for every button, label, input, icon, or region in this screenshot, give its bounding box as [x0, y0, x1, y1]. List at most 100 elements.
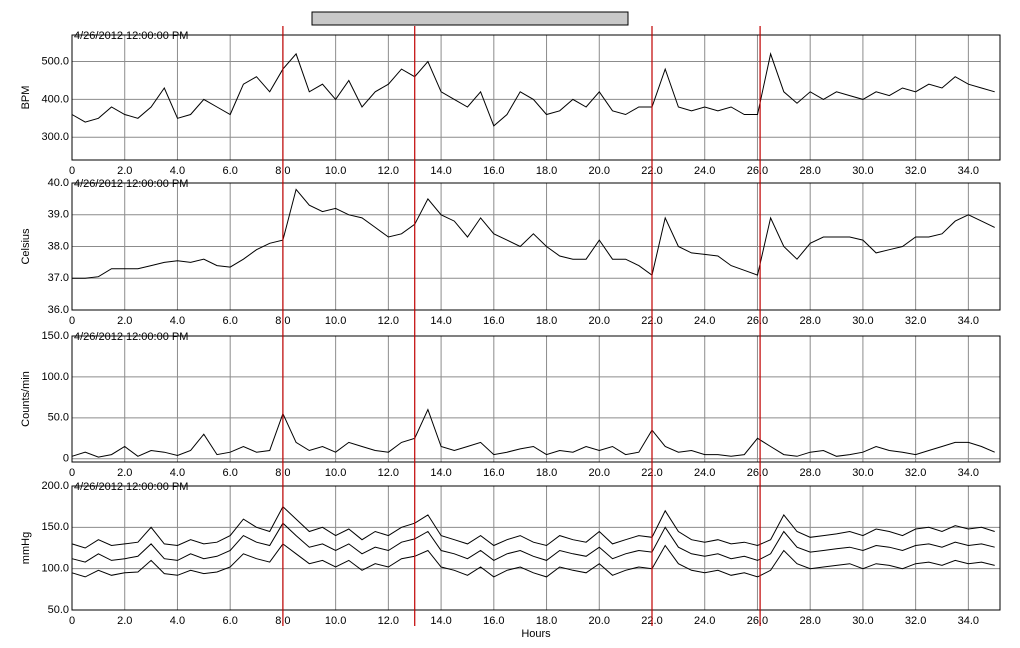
- x-tick-label: 0: [69, 467, 75, 479]
- x-tick-label: 4.0: [170, 467, 185, 479]
- x-tick-label: 34.0: [958, 315, 979, 327]
- annotation: 4/26/2012 12:00:00 PM: [74, 178, 188, 190]
- x-tick-label: 14.0: [430, 467, 451, 479]
- x-tick-label: 24.0: [694, 467, 715, 479]
- x-tick-label: 12.0: [378, 615, 399, 627]
- plot-area: [72, 336, 1000, 462]
- x-tick-label: 32.0: [905, 165, 926, 177]
- x-tick-label: 18.0: [536, 467, 557, 479]
- x-tick-label: 32.0: [905, 615, 926, 627]
- plot-frame: [71, 485, 1001, 611]
- x-tick-label: 12.0: [378, 165, 399, 177]
- x-tick-label: 18.0: [536, 615, 557, 627]
- x-tick-label: 32.0: [905, 467, 926, 479]
- x-tick-label: 16.0: [483, 315, 504, 327]
- x-tick-label: 34.0: [958, 615, 979, 627]
- x-axis-label: Hours: [521, 628, 551, 640]
- data-line: [71, 543, 995, 578]
- y-tick-label: 500.0: [41, 55, 69, 67]
- x-tick-label: 18.0: [536, 165, 557, 177]
- x-tick-label: 24.0: [694, 165, 715, 177]
- x-tick-label: 18.0: [536, 315, 557, 327]
- x-tick-label: 20.0: [589, 315, 610, 327]
- y-tick-label: 400.0: [41, 93, 69, 105]
- plot-area: [72, 35, 1000, 160]
- data-line: [72, 188, 995, 279]
- annotation: 4/26/2012 12:00:00 PM: [74, 30, 188, 42]
- data-line: [71, 505, 995, 549]
- y-tick-label: 50.0: [48, 412, 69, 424]
- x-tick-label: 28.0: [799, 467, 820, 479]
- plot-frame: [71, 335, 1001, 463]
- y-tick-label: 100.0: [41, 563, 69, 575]
- x-tick-label: 10.0: [325, 315, 346, 327]
- x-tick-label: 10.0: [325, 165, 346, 177]
- x-tick-label: 4.0: [170, 165, 185, 177]
- x-tick-label: 6.0: [223, 467, 238, 479]
- x-tick-label: 26.0: [747, 315, 768, 327]
- y-tick-label: 40.0: [48, 177, 69, 189]
- y-tick-label: 38.0: [48, 240, 69, 252]
- x-tick-label: 4.0: [170, 315, 185, 327]
- x-tick-label: 26.0: [747, 165, 768, 177]
- x-tick-label: 0: [69, 615, 75, 627]
- plot-frame: [71, 34, 1001, 161]
- x-tick-label: 14.0: [430, 315, 451, 327]
- x-tick-label: 34.0: [958, 467, 979, 479]
- y-axis-label: BPM: [20, 86, 32, 110]
- data-line: [71, 52, 995, 127]
- x-tick-label: 28.0: [799, 165, 820, 177]
- x-tick-label: 10.0: [325, 615, 346, 627]
- y-tick-label: 150.0: [41, 330, 69, 342]
- plot-area: [72, 486, 1000, 610]
- x-tick-label: 2.0: [117, 467, 132, 479]
- y-tick-label: 37.0: [48, 272, 69, 284]
- y-tick-label: 0: [63, 453, 69, 465]
- x-tick-label: 24.0: [694, 315, 715, 327]
- x-tick-label: 28.0: [799, 315, 820, 327]
- x-tick-label: 20.0: [589, 615, 610, 627]
- x-tick-label: 16.0: [483, 165, 504, 177]
- y-tick-label: 39.0: [48, 209, 69, 221]
- data-line: [71, 408, 995, 458]
- x-tick-label: 2.0: [117, 615, 132, 627]
- x-tick-label: 0: [69, 165, 75, 177]
- x-tick-label: 6.0: [223, 615, 238, 627]
- x-tick-label: 0: [69, 315, 75, 327]
- x-tick-label: 20.0: [589, 165, 610, 177]
- x-tick-label: 16.0: [483, 615, 504, 627]
- y-tick-label: 200.0: [41, 480, 69, 492]
- x-tick-label: 34.0: [958, 165, 979, 177]
- y-tick-label: 50.0: [48, 604, 69, 616]
- y-tick-label: 300.0: [41, 131, 69, 143]
- x-tick-label: 12.0: [378, 315, 399, 327]
- x-tick-label: 6.0: [223, 165, 238, 177]
- y-tick-label: 150.0: [41, 521, 69, 533]
- x-tick-label: 30.0: [852, 467, 873, 479]
- x-tick-label: 30.0: [852, 315, 873, 327]
- x-tick-label: 24.0: [694, 615, 715, 627]
- scroll-bar[interactable]: [311, 11, 629, 26]
- x-tick-label: 6.0: [223, 315, 238, 327]
- y-axis-label: Counts/min: [20, 371, 32, 427]
- x-tick-label: 4.0: [170, 615, 185, 627]
- x-tick-label: 26.0: [747, 615, 768, 627]
- plot-frame: [71, 182, 1001, 311]
- annotation: 4/26/2012 12:00:00 PM: [74, 331, 188, 343]
- x-tick-label: 10.0: [325, 467, 346, 479]
- x-tick-label: 2.0: [117, 165, 132, 177]
- x-tick-label: 26.0: [747, 467, 768, 479]
- x-tick-label: 14.0: [430, 165, 451, 177]
- x-tick-label: 2.0: [117, 315, 132, 327]
- data-line: [71, 522, 995, 563]
- x-tick-label: 32.0: [905, 315, 926, 327]
- x-tick-label: 28.0: [799, 615, 820, 627]
- x-tick-label: 20.0: [589, 467, 610, 479]
- y-tick-label: 100.0: [41, 371, 69, 383]
- y-axis-label: Celsius: [20, 228, 32, 265]
- x-tick-label: 30.0: [852, 165, 873, 177]
- x-tick-label: 14.0: [430, 615, 451, 627]
- annotation: 4/26/2012 12:00:00 PM: [74, 481, 188, 493]
- x-tick-label: 16.0: [483, 467, 504, 479]
